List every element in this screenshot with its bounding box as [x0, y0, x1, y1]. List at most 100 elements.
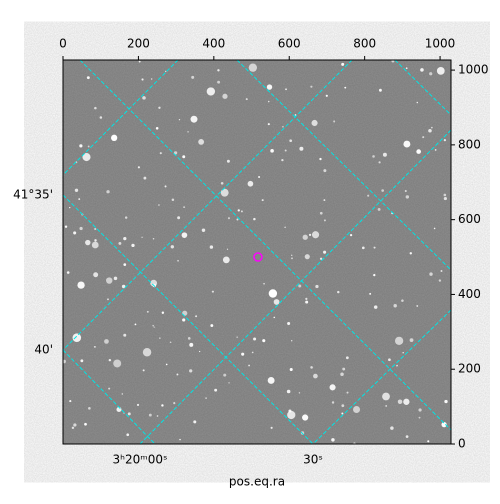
- star: [107, 298, 109, 301]
- star: [152, 237, 155, 240]
- star: [263, 282, 265, 285]
- star: [267, 376, 275, 384]
- star: [124, 216, 128, 219]
- star: [434, 149, 437, 151]
- x-tick-label: 800: [353, 37, 376, 51]
- star: [121, 284, 126, 289]
- star: [227, 217, 231, 220]
- star: [429, 272, 433, 276]
- star: [104, 339, 109, 344]
- star: [251, 351, 254, 354]
- star: [403, 140, 411, 148]
- star: [298, 392, 301, 394]
- ra-grid-line: [139, 129, 451, 444]
- star: [344, 86, 347, 89]
- star: [155, 126, 159, 130]
- star: [91, 241, 99, 249]
- star: [291, 257, 293, 260]
- star: [123, 263, 127, 266]
- star: [108, 387, 111, 390]
- star: [268, 289, 278, 298]
- dec-grid-line: [63, 349, 156, 444]
- star: [148, 413, 152, 417]
- star: [305, 297, 308, 301]
- star: [323, 169, 327, 173]
- star: [85, 239, 91, 246]
- star: [402, 352, 404, 354]
- star: [373, 246, 376, 249]
- ra-grid-line: [312, 309, 451, 444]
- star: [405, 435, 409, 438]
- star: [198, 138, 205, 145]
- star: [142, 348, 152, 357]
- star: [341, 62, 345, 66]
- star: [241, 352, 245, 356]
- star: [199, 350, 201, 353]
- star: [158, 106, 161, 109]
- star: [367, 194, 370, 197]
- star: [378, 161, 381, 164]
- star: [74, 188, 79, 192]
- star: [193, 420, 197, 424]
- star: [391, 60, 395, 63]
- star: [118, 241, 122, 245]
- star: [369, 292, 372, 295]
- star: [131, 243, 135, 248]
- star: [223, 373, 227, 377]
- star: [394, 336, 404, 345]
- star: [106, 190, 110, 194]
- star: [142, 96, 146, 100]
- star: [341, 404, 345, 408]
- star: [222, 93, 228, 99]
- star: [236, 336, 238, 338]
- star: [113, 276, 118, 281]
- star: [146, 310, 149, 313]
- star: [99, 116, 103, 119]
- star: [222, 256, 230, 264]
- star: [388, 358, 391, 362]
- star: [289, 367, 293, 372]
- star: [134, 323, 137, 326]
- star: [273, 316, 276, 319]
- star: [182, 155, 186, 159]
- star: [169, 341, 172, 344]
- star: [270, 149, 274, 153]
- star: [209, 245, 214, 249]
- star: [382, 392, 390, 401]
- star: [372, 155, 375, 158]
- star: [405, 67, 408, 69]
- star: [436, 66, 445, 75]
- y-tick-label: 600: [458, 212, 481, 226]
- marker: [253, 252, 263, 262]
- star: [87, 145, 90, 148]
- star: [287, 322, 291, 326]
- ra-label: 30ˢ: [303, 453, 323, 467]
- star: [373, 273, 376, 277]
- star: [69, 400, 72, 403]
- star: [220, 181, 224, 185]
- star: [79, 144, 83, 148]
- star: [93, 272, 99, 278]
- star: [189, 342, 194, 347]
- star: [390, 426, 394, 430]
- star: [94, 239, 97, 242]
- star: [382, 152, 387, 157]
- star: [273, 299, 280, 305]
- star: [173, 402, 176, 405]
- star: [240, 210, 243, 213]
- star: [201, 228, 206, 232]
- star: [237, 209, 240, 212]
- star: [156, 415, 159, 417]
- star: [304, 254, 310, 260]
- star: [113, 359, 122, 368]
- star: [333, 120, 336, 123]
- star: [161, 404, 164, 407]
- star: [228, 382, 230, 384]
- star: [210, 324, 214, 327]
- star: [331, 438, 335, 442]
- dec-label: 40': [34, 343, 53, 357]
- star: [349, 233, 353, 237]
- star: [245, 98, 248, 101]
- x-tick-label: 1000: [425, 37, 456, 51]
- star: [63, 359, 66, 364]
